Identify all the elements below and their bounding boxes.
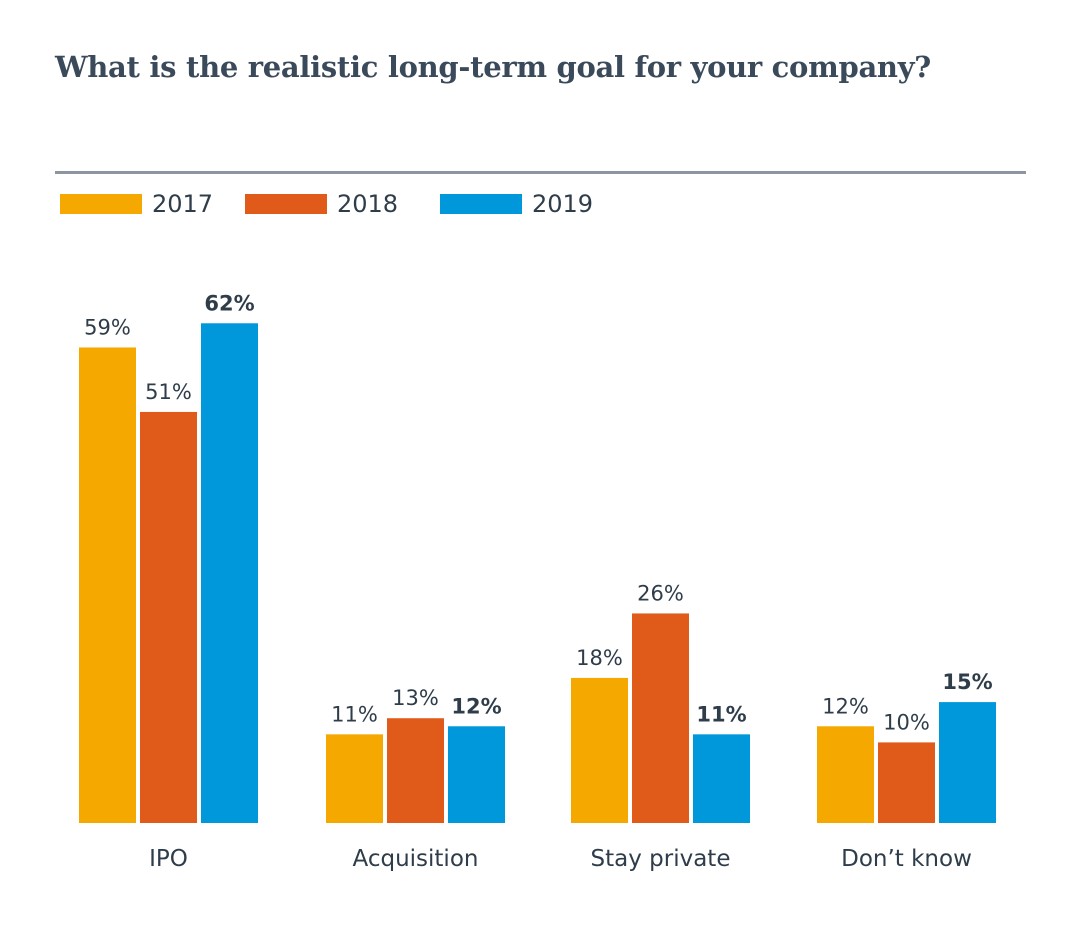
chart-title: What is the realistic long-term goal for… — [55, 50, 931, 84]
bar-stay-private-2019 — [693, 734, 750, 823]
bar-acquisition-2019 — [448, 726, 505, 823]
value-label-ipo-2018: 51% — [145, 380, 192, 404]
value-label-ipo-2017: 59% — [84, 315, 131, 339]
bar-don-t-know-2019 — [939, 702, 996, 823]
legend-swatch-2017 — [60, 194, 142, 214]
bar-stay-private-2018 — [632, 613, 689, 823]
bar-don-t-know-2018 — [878, 742, 935, 823]
value-label-acquisition-2019: 12% — [451, 694, 501, 718]
value-label-stay-private-2019: 11% — [696, 702, 746, 726]
category-label-stay-private: Stay private — [591, 846, 731, 872]
bar-acquisition-2018 — [387, 718, 444, 823]
value-label-don-t-know-2017: 12% — [822, 694, 869, 718]
legend-item-2019: 2019 — [440, 188, 593, 220]
legend-label-2019: 2019 — [532, 190, 594, 218]
bar-don-t-know-2017 — [817, 726, 874, 823]
legend-item-2017: 2017 — [60, 188, 213, 220]
bar-acquisition-2017 — [326, 734, 383, 823]
value-label-ipo-2019: 62% — [204, 291, 254, 315]
value-label-don-t-know-2019: 15% — [942, 670, 992, 694]
legend-swatch-2019 — [440, 194, 522, 214]
bar-ipo-2019 — [201, 323, 258, 823]
value-label-stay-private-2018: 26% — [637, 581, 684, 605]
title-divider — [55, 171, 1026, 174]
legend-swatch-2018 — [245, 194, 327, 214]
category-label-acquisition: Acquisition — [353, 846, 479, 872]
bar-stay-private-2017 — [571, 677, 628, 823]
value-label-stay-private-2017: 18% — [576, 646, 623, 670]
legend-label-2018: 2018 — [337, 190, 399, 218]
value-label-acquisition-2018: 13% — [392, 686, 439, 710]
value-label-acquisition-2017: 11% — [331, 702, 378, 726]
value-label-don-t-know-2018: 10% — [883, 710, 930, 734]
bar-ipo-2017 — [79, 347, 136, 823]
bar-ipo-2018 — [140, 411, 197, 823]
category-label-don-t-know: Don’t know — [841, 846, 972, 872]
category-label-ipo: IPO — [149, 846, 188, 872]
legend-item-2018: 2018 — [245, 188, 398, 220]
legend-label-2017: 2017 — [152, 190, 214, 218]
